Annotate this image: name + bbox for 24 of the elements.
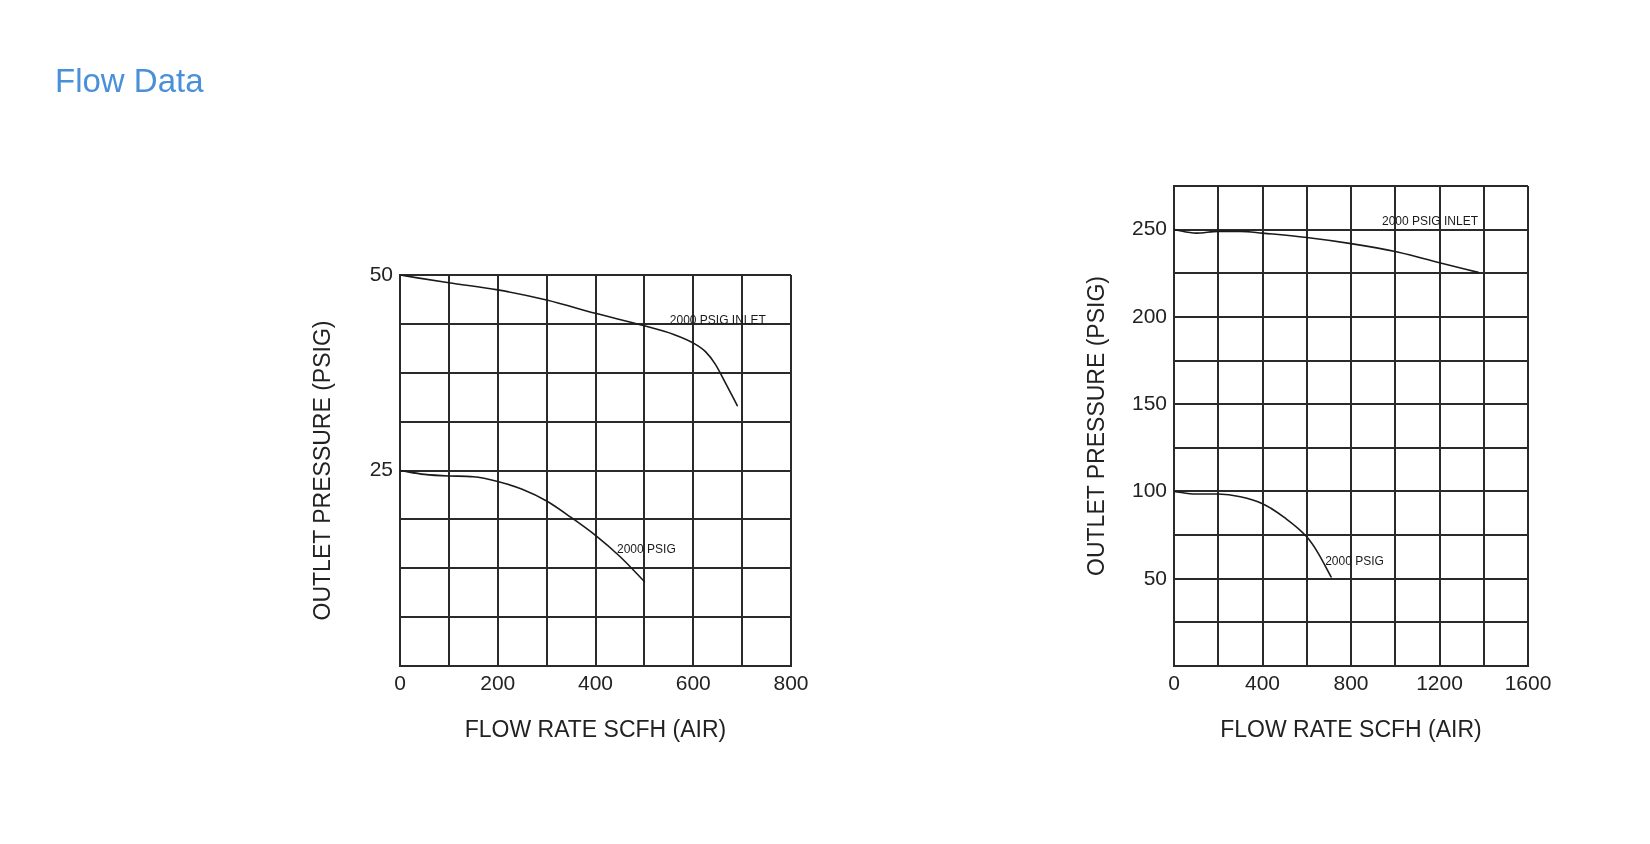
y-axis-title: OUTLET PRESSURE (PSIG) bbox=[308, 320, 335, 621]
x-axis-title: FLOW RATE SCFH (AIR) bbox=[464, 715, 726, 742]
y-tick-label: 50 bbox=[369, 261, 393, 285]
x-tick-label: 400 bbox=[577, 671, 613, 695]
x-tick-label: 800 bbox=[772, 671, 809, 695]
x-tick-label: 400 bbox=[1244, 671, 1281, 695]
x-tick-label: 600 bbox=[675, 671, 711, 695]
x-tick-label: 1600 bbox=[1504, 671, 1552, 695]
x-tick-label: 0 bbox=[1168, 671, 1180, 695]
y-tick-label: 25 bbox=[369, 457, 393, 481]
line-series bbox=[1174, 228, 1480, 274]
y-tick-label: 50 bbox=[1143, 565, 1167, 589]
y-tick-label: 150 bbox=[1131, 390, 1167, 414]
y-tick-label: 200 bbox=[1131, 303, 1167, 327]
x-axis-title: FLOW RATE SCFH (AIR) bbox=[1220, 715, 1482, 742]
x-tick-label: 1200 bbox=[1416, 671, 1463, 695]
y-tick-label: 100 bbox=[1131, 478, 1167, 502]
x-tick-label: 200 bbox=[479, 671, 515, 695]
y-axis-title: OUTLET PRESSURE (PSIG) bbox=[1083, 276, 1110, 576]
text: Flow Data bbox=[55, 62, 204, 99]
x-tick-label: 0 bbox=[393, 671, 406, 695]
line-series bbox=[399, 469, 645, 583]
x-tick-label: 800 bbox=[1333, 671, 1369, 695]
y-tick-label: 250 bbox=[1131, 216, 1167, 240]
